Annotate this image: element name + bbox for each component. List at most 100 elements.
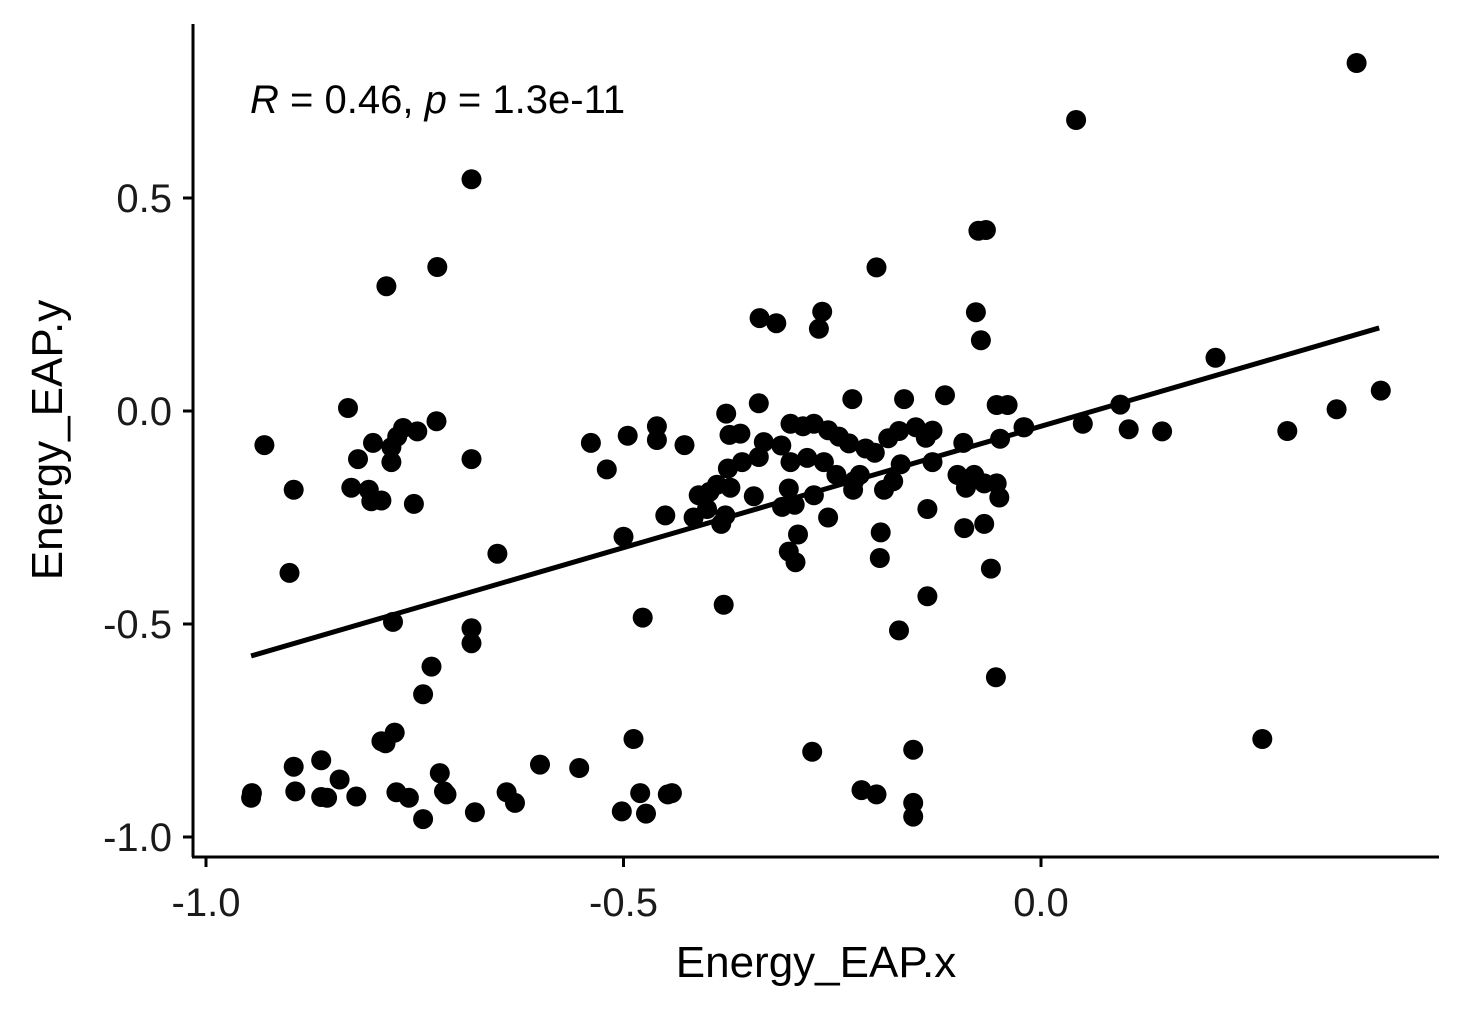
- data-point: [771, 435, 792, 456]
- data-point: [596, 459, 617, 480]
- data-point: [611, 801, 632, 822]
- data-point: [997, 395, 1018, 415]
- data-point: [780, 452, 801, 473]
- data-point: [808, 318, 829, 339]
- data-point: [413, 684, 434, 705]
- data-point: [683, 507, 704, 528]
- data-point: [403, 493, 424, 514]
- data-point: [749, 308, 770, 329]
- data-point: [384, 722, 405, 743]
- data-point: [974, 513, 995, 534]
- data-point: [989, 487, 1010, 508]
- data-point: [713, 594, 734, 615]
- data-point: [954, 518, 975, 539]
- data-point: [580, 432, 601, 453]
- data-point: [699, 481, 720, 502]
- data-point: [766, 313, 787, 334]
- y-tick-label: 0.0: [116, 390, 172, 434]
- data-point: [1346, 53, 1367, 73]
- regression-line: [250, 325, 1380, 659]
- data-point: [720, 477, 741, 498]
- data-point: [970, 330, 991, 351]
- data-point: [1118, 419, 1139, 440]
- data-point: [1277, 421, 1298, 441]
- data-point: [283, 479, 304, 500]
- data-point: [730, 423, 751, 444]
- data-point: [623, 729, 644, 749]
- data-point: [429, 763, 450, 784]
- data-point: [1205, 347, 1226, 368]
- data-point: [361, 491, 382, 512]
- data-point: [864, 442, 885, 463]
- x-tick-label: 0.0: [1013, 881, 1069, 925]
- data-point: [1252, 729, 1273, 749]
- data-point: [839, 433, 859, 454]
- p-value: = 1.3e-11: [447, 78, 625, 122]
- data-point: [1370, 380, 1391, 401]
- data-point: [655, 505, 676, 526]
- data-point: [1152, 421, 1173, 442]
- r-symbol: R: [250, 78, 279, 122]
- data-point: [338, 398, 358, 418]
- data-point: [917, 499, 938, 519]
- data-point: [717, 458, 738, 479]
- data-point: [613, 526, 634, 547]
- data-point: [487, 543, 508, 564]
- data-point: [716, 403, 737, 424]
- data-point: [241, 783, 262, 804]
- data-point: [903, 792, 924, 813]
- data-point: [617, 425, 638, 446]
- data-point: [569, 758, 590, 778]
- data-point: [1066, 110, 1087, 130]
- data-point: [903, 739, 924, 760]
- data-point: [965, 302, 986, 323]
- x-axis-title: Energy_EAP.x: [676, 938, 956, 987]
- data-point: [778, 478, 799, 499]
- data-point: [657, 784, 678, 805]
- data-point: [812, 301, 833, 322]
- data-point: [818, 507, 839, 528]
- data-point: [869, 548, 890, 568]
- data-point: [802, 741, 823, 762]
- data-point: [317, 787, 338, 808]
- data-point: [630, 783, 651, 804]
- data-point: [341, 477, 362, 498]
- data-point: [748, 447, 769, 467]
- data-point: [636, 803, 656, 824]
- p-symbol: p: [424, 78, 447, 122]
- data-point: [530, 754, 550, 775]
- r-value: = 0.46,: [279, 78, 425, 122]
- data-point: [413, 809, 434, 830]
- data-point: [870, 522, 891, 543]
- data-point: [935, 385, 955, 406]
- data-point: [436, 784, 457, 805]
- data-point: [917, 586, 938, 607]
- data-point: [311, 750, 332, 771]
- data-point: [381, 437, 402, 458]
- y-ticks: -1.0 -0.5 0.0 0.5: [103, 177, 193, 860]
- data-point: [421, 656, 442, 677]
- data-point: [632, 607, 653, 628]
- data-point: [889, 620, 909, 641]
- data-point: [283, 756, 304, 777]
- x-tick-label: -0.5: [589, 881, 658, 925]
- data-point: [346, 786, 367, 807]
- data-point: [646, 416, 667, 437]
- data-point: [985, 667, 1006, 688]
- data-point: [851, 780, 872, 801]
- data-point: [842, 389, 863, 410]
- data-point: [646, 430, 667, 450]
- points-layer: [241, 53, 1391, 830]
- data-point: [426, 411, 447, 432]
- data-point: [980, 558, 1001, 579]
- data-point: [279, 562, 300, 583]
- y-tick-label: -1.0: [103, 816, 172, 860]
- data-point: [797, 447, 818, 468]
- data-point: [461, 449, 482, 470]
- data-point: [968, 220, 989, 241]
- y-tick-label: -0.5: [103, 603, 172, 647]
- data-point: [889, 421, 909, 441]
- data-point: [329, 769, 350, 790]
- data-point: [376, 276, 397, 297]
